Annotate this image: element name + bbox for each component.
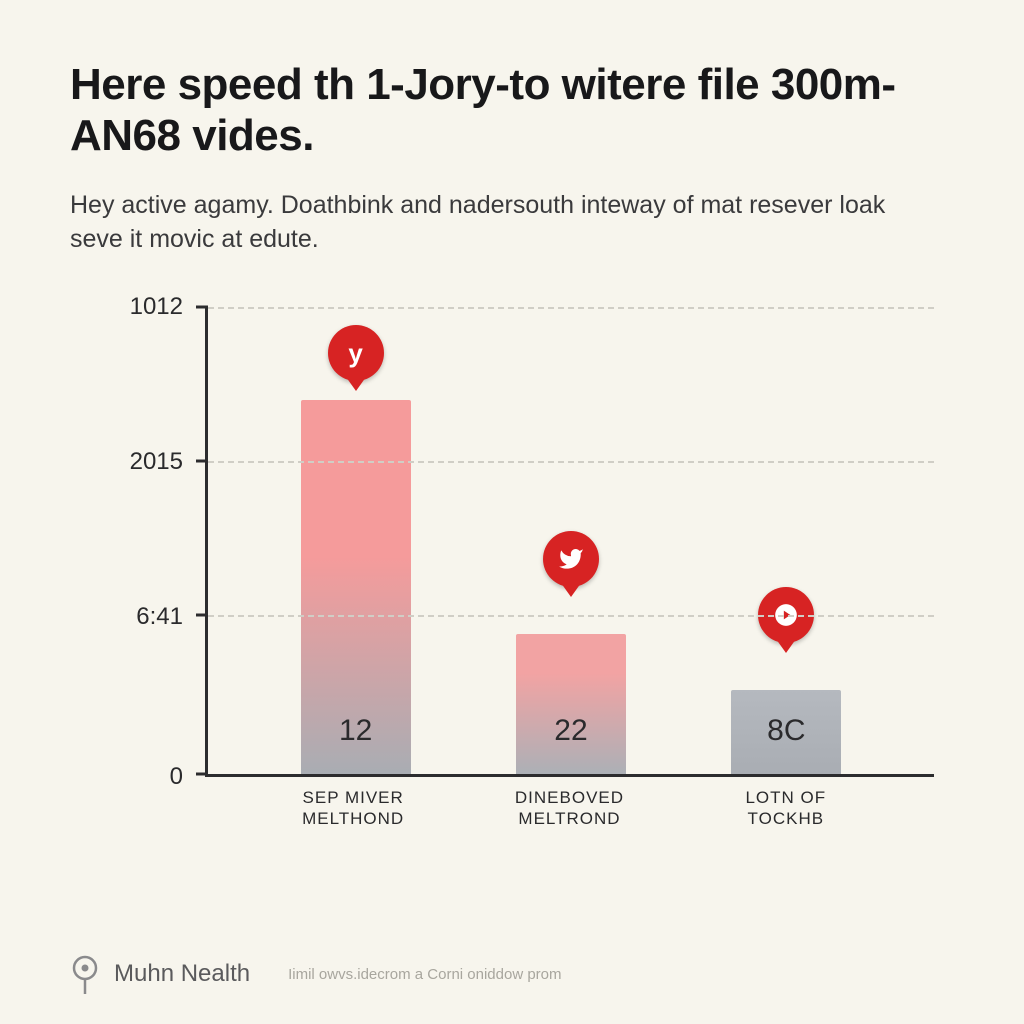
bar: 12 — [301, 400, 411, 774]
bar-value-label: 12 — [339, 714, 372, 748]
grid-line — [208, 307, 934, 309]
brand-logo-icon — [70, 954, 100, 994]
footer: Muhn Nealth Iimil owvs.idecrom a Corni o… — [70, 954, 562, 994]
page-subtitle: Hey active agamy. Doathbink and nadersou… — [70, 189, 920, 257]
y-tick-label: 0 — [170, 763, 183, 791]
plot-area: 12 y 22 8C — [205, 307, 934, 777]
y-tick-label: 1012 — [130, 293, 183, 321]
bar-pin-icon — [543, 531, 599, 599]
bar-pin-icon: y — [328, 325, 384, 393]
y-tick — [196, 772, 208, 775]
bars-container: 12 y 22 8C — [208, 307, 934, 774]
x-axis-label: LOTN OFTOCKHB — [716, 777, 856, 827]
y-axis: 101220156:410 — [110, 307, 205, 777]
y-tick — [196, 613, 208, 616]
bar-slot: 8C — [731, 307, 841, 774]
x-axis-label: SEP MIVERMELTHOND — [283, 777, 423, 827]
bar-pin-icon — [758, 587, 814, 655]
y-tick-label: 6:41 — [136, 603, 183, 631]
brand-name: Muhn Nealth — [114, 960, 250, 988]
bar-chart: 101220156:410 12y228C SEP MIVERMELTHONDD… — [110, 307, 934, 827]
bar-value-label: 8C — [767, 714, 805, 748]
footer-caption: Iimil owvs.idecrom a Corni oniddow prom — [288, 966, 561, 983]
y-tick-label: 2015 — [130, 448, 183, 476]
bar: 8C — [731, 690, 841, 774]
bar: 22 — [516, 634, 626, 774]
x-axis-label: DINEBOVEDMELTROND — [499, 777, 639, 827]
grid-line — [208, 615, 934, 617]
page-title: Here speed th 1-Jory-to witere file 300m… — [70, 60, 954, 161]
y-tick — [196, 459, 208, 462]
bar-value-label: 22 — [554, 714, 587, 748]
bar-slot: 22 — [516, 307, 626, 774]
bar-slot: 12 y — [301, 307, 411, 774]
grid-line — [208, 461, 934, 463]
x-axis-labels: SEP MIVERMELTHOND DINEBOVEDMELTROND LOTN O… — [205, 777, 934, 827]
y-tick — [196, 305, 208, 308]
